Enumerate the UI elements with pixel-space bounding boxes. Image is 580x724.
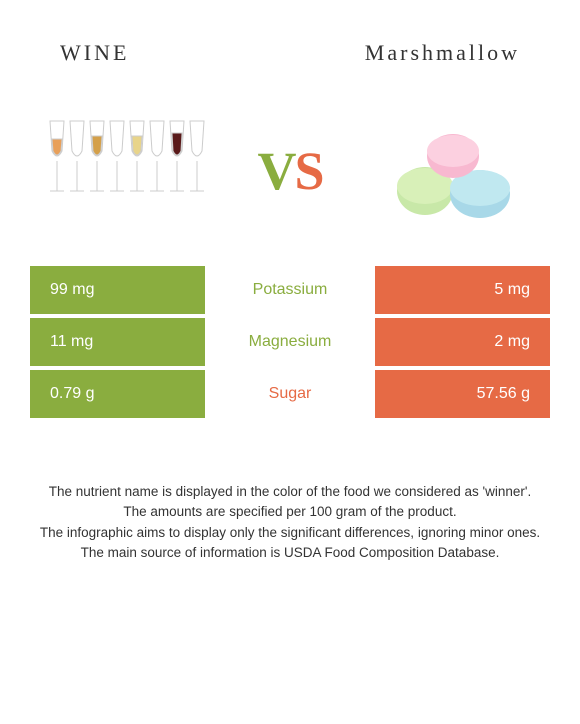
footer-line: The main source of information is USDA F… xyxy=(30,543,550,563)
nutrient-label: Sugar xyxy=(205,370,375,418)
left-value: 99 mg xyxy=(30,266,205,314)
vs-label: VS xyxy=(257,140,322,202)
footer-line: The amounts are specified per 100 gram o… xyxy=(30,502,550,522)
comparison-table: 99 mgPotassium5 mg11 mgMagnesium2 mg0.79… xyxy=(30,266,550,418)
header: WINE Marshmallow xyxy=(0,0,580,86)
nutrient-label: Magnesium xyxy=(205,318,375,366)
nutrient-label: Potassium xyxy=(205,266,375,314)
footer-notes: The nutrient name is displayed in the co… xyxy=(0,422,580,563)
table-row: 0.79 gSugar57.56 g xyxy=(30,370,550,418)
table-row: 11 mgMagnesium2 mg xyxy=(30,318,550,366)
vs-s: S xyxy=(294,141,322,201)
left-value: 0.79 g xyxy=(30,370,205,418)
right-value: 2 mg xyxy=(375,318,550,366)
right-value: 57.56 g xyxy=(375,370,550,418)
vs-v: V xyxy=(257,141,294,201)
marshmallow-icon xyxy=(375,116,535,226)
footer-line: The infographic aims to display only the… xyxy=(30,523,550,543)
wine-image xyxy=(40,106,210,236)
title-marshmallow: Marshmallow xyxy=(365,40,520,66)
title-wine: WINE xyxy=(60,40,129,66)
wine-glasses-icon xyxy=(40,111,210,231)
marshmallow-image xyxy=(370,106,540,236)
images-row: VS xyxy=(0,86,580,266)
left-value: 11 mg xyxy=(30,318,205,366)
table-row: 99 mgPotassium5 mg xyxy=(30,266,550,314)
right-value: 5 mg xyxy=(375,266,550,314)
footer-line: The nutrient name is displayed in the co… xyxy=(30,482,550,502)
